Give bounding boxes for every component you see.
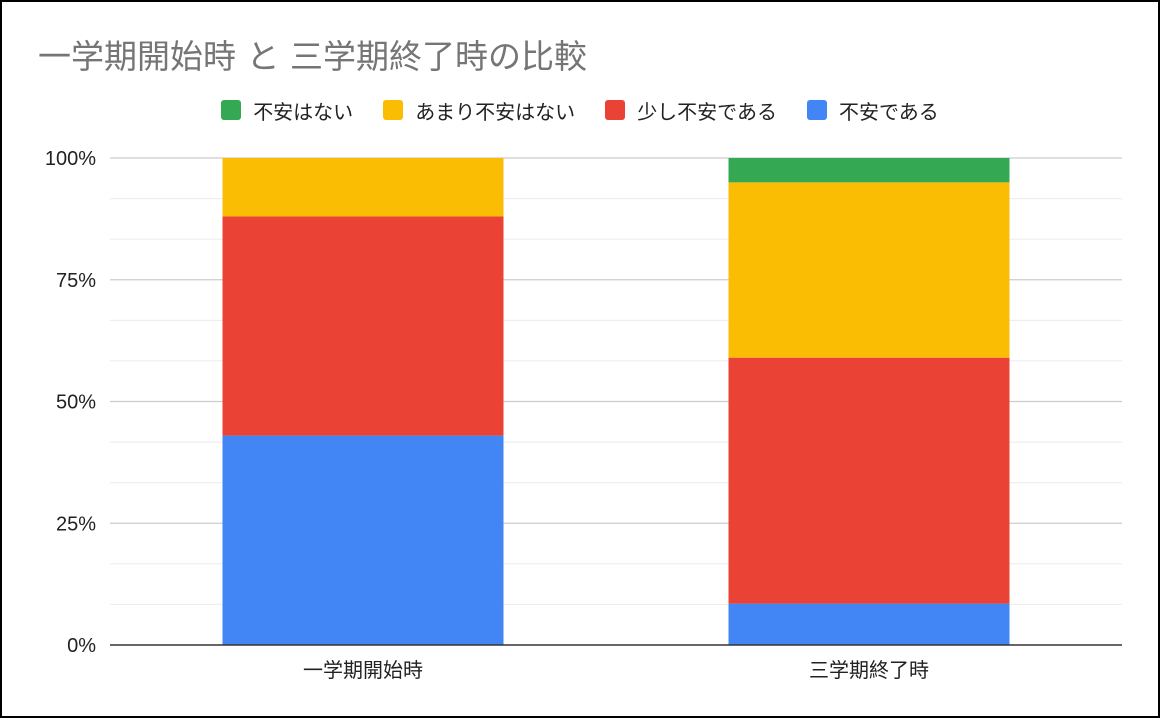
x-category-label: 三学期終了時 — [809, 658, 929, 682]
legend-swatch-little — [383, 100, 404, 120]
legend-item-none: 不安はない — [221, 96, 353, 125]
legend-label-none: 不安はない — [253, 99, 354, 124]
y-tick-label: 75% — [56, 270, 96, 292]
legend-swatch-somewhat — [605, 100, 626, 120]
legend: 不安はない あまり不安はない 少し不安である 不安である — [0, 94, 1160, 126]
bar-segment — [728, 357, 1010, 604]
bar-segment — [222, 216, 504, 436]
y-tick-label: 100% — [45, 148, 96, 170]
legend-item-anxious: 不安である — [807, 96, 939, 125]
legend-item-somewhat: 少し不安である — [605, 96, 777, 125]
legend-swatch-none — [221, 100, 242, 120]
legend-label-somewhat: 少し不安である — [637, 99, 777, 124]
y-tick-label: 25% — [56, 513, 96, 535]
chart-title: 一学期開始時 と 三学期終了時の比較 — [38, 37, 587, 76]
y-tick-label: 0% — [67, 635, 96, 657]
bar-segment — [222, 435, 504, 645]
bar-segment — [222, 158, 504, 217]
legend-swatch-anxious — [807, 100, 827, 120]
x-category-label: 一学期開始時 — [303, 658, 423, 682]
legend-label-anxious: 不安である — [839, 99, 939, 124]
bar-segment — [728, 182, 1010, 358]
legend-item-little: あまり不安はない — [383, 96, 575, 125]
bar-segment — [728, 603, 1010, 645]
legend-label-little: あまり不安はない — [415, 99, 576, 124]
y-tick-label: 50% — [56, 392, 96, 414]
bar-segment — [728, 158, 1010, 183]
